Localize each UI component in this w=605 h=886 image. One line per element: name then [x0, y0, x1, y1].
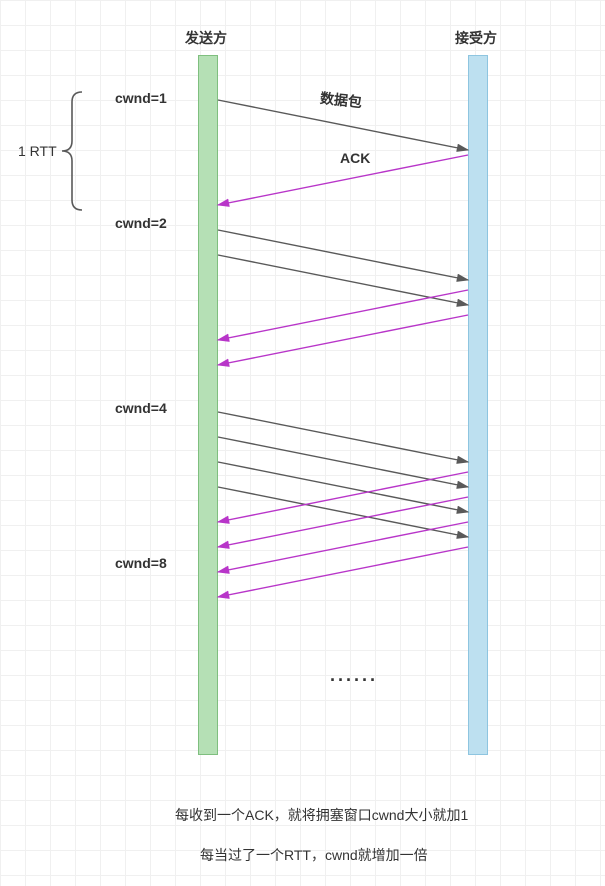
ack-arrow [218, 547, 468, 597]
cwnd-label: cwnd=1 [115, 90, 167, 106]
data-packet-label: 数据包 [319, 88, 363, 112]
data-arrow [218, 412, 468, 462]
ack-arrow [218, 472, 468, 522]
footer-line-2: 每当过了一个RTT，cwnd就增加一倍 [200, 845, 428, 865]
cwnd-label: cwnd=8 [115, 555, 167, 571]
rtt-label: 1 RTT [18, 143, 57, 159]
ack-arrow [218, 315, 468, 365]
ack-arrow [218, 290, 468, 340]
sequence-diagram: 发送方 接受方 数据包 ACK cwnd=1cwnd=2cwnd=4cwnd=8… [0, 0, 605, 886]
ack-arrow [218, 497, 468, 547]
ack-arrow [218, 522, 468, 572]
rtt-brace [62, 92, 82, 210]
arrows-layer [0, 0, 605, 886]
cwnd-label: cwnd=2 [115, 215, 167, 231]
data-arrow [218, 230, 468, 280]
ack-label: ACK [340, 150, 370, 166]
continuation-dots: ······ [330, 670, 378, 691]
cwnd-label: cwnd=4 [115, 400, 167, 416]
footer-line-1: 每收到一个ACK，就将拥塞窗口cwnd大小就加1 [175, 805, 468, 825]
